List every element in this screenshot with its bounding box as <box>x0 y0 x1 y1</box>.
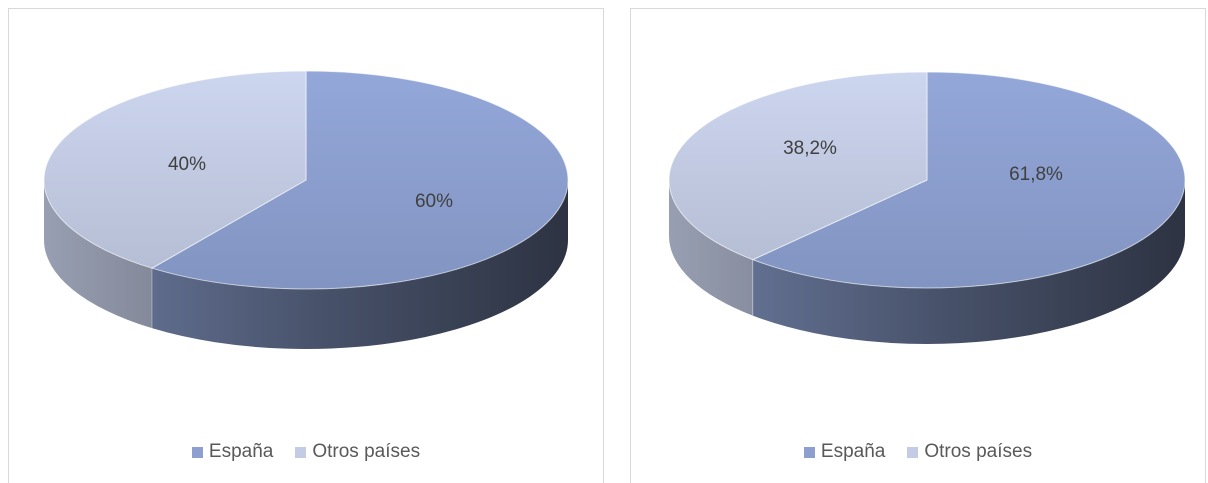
legend-label-spain: España <box>820 441 886 462</box>
legend-swatch-spain <box>803 446 815 458</box>
slice-spain <box>751 71 1186 289</box>
legend-item-spain: España <box>803 441 886 463</box>
legend-item-other: Otros países <box>295 441 420 463</box>
slice-side-spain <box>752 180 1185 344</box>
chart-panel-1: 60% 40% España Otros países <box>8 8 604 483</box>
slice-side-other <box>669 180 753 316</box>
data-label-other: 40% <box>168 154 206 175</box>
legend-swatch-spain <box>191 446 203 458</box>
data-label-spain: 60% <box>415 191 453 212</box>
slice-side-other <box>44 180 153 329</box>
data-label-other: 38,2% <box>783 138 837 159</box>
pie-chart-1: 60% 40% <box>43 70 569 349</box>
legend-item-spain: España <box>191 441 274 463</box>
legend-label-spain: España <box>208 441 274 462</box>
legend-2: España Otros países <box>631 441 1205 463</box>
slice-other <box>43 70 307 269</box>
pie-chart-2: 61,8% 38,2% <box>668 71 1186 344</box>
slice-spain <box>150 70 569 290</box>
chart-panel-2: 61,8% 38,2% España Otros países <box>630 8 1206 483</box>
slice-side-spain <box>152 180 569 349</box>
legend-label-other: Otros países <box>924 441 1033 462</box>
legend-label-other: Otros países <box>312 441 421 462</box>
legend-swatch-other <box>295 446 307 458</box>
legend-1: España Otros países <box>9 441 603 463</box>
slice-other <box>668 71 928 261</box>
legend-item-other: Otros países <box>907 441 1032 463</box>
legend-swatch-other <box>907 446 919 458</box>
data-label-spain: 61,8% <box>1009 164 1063 185</box>
